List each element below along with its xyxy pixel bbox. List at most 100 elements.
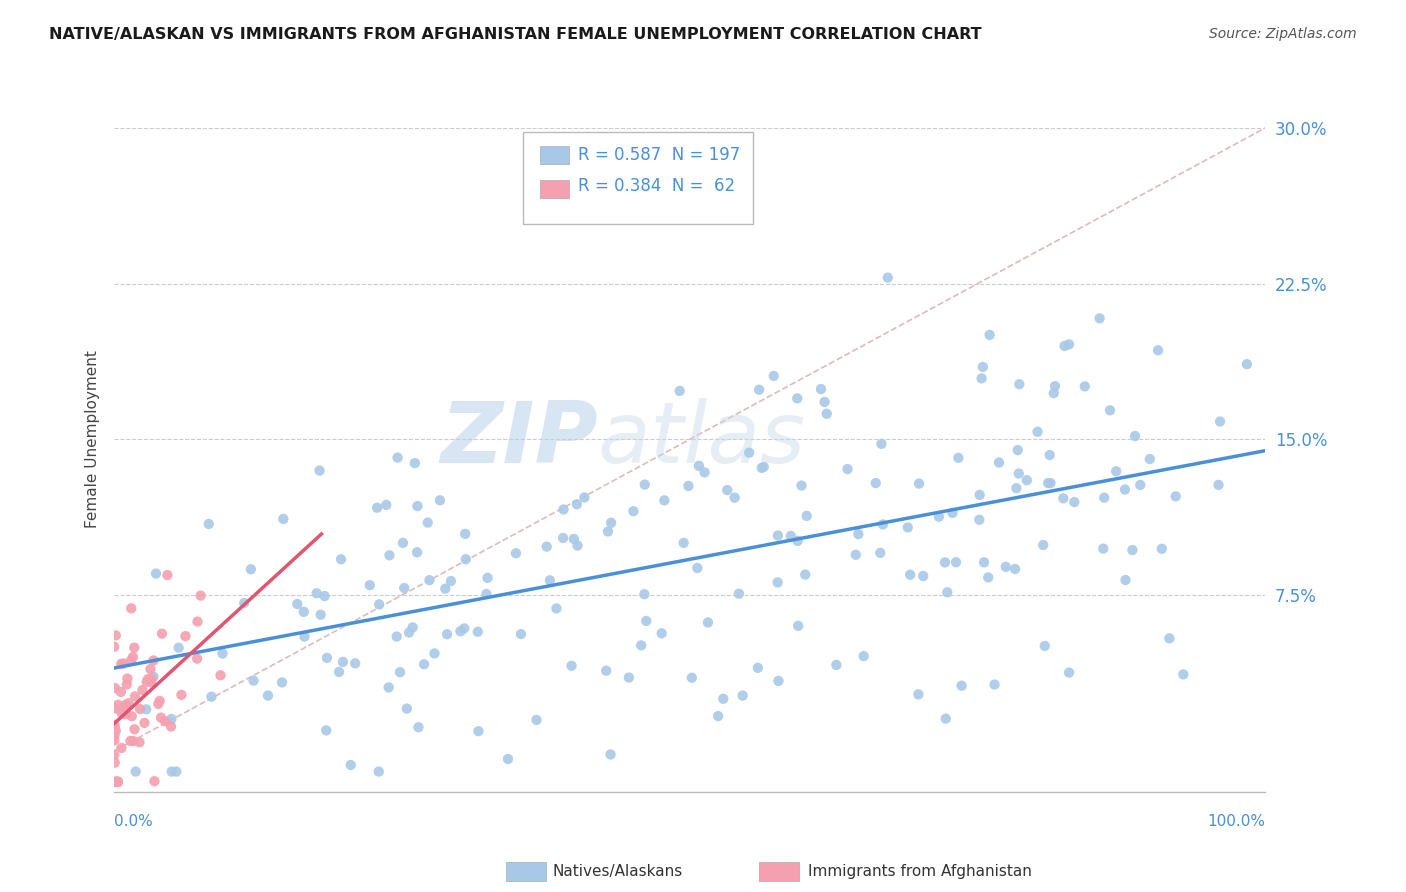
Point (636, 614, 658, 628)
Point (120, 601, 142, 615)
Point (510, 627, 533, 641)
Point (716, 483, 738, 497)
Point (136, 672, 159, 686)
Point (623, 504, 645, 518)
Point (751, 461, 773, 475)
Point (979, 327, 1001, 342)
Point (897, 520, 920, 534)
Point (567, 539, 589, 553)
Text: Immigrants from Afghanistan: Immigrants from Afghanistan (808, 864, 1032, 879)
Point (395, 701, 418, 715)
Point (103, 728, 125, 742)
Point (796, 508, 818, 523)
Point (825, 657, 848, 672)
Point (1114, 573, 1136, 587)
Point (634, 477, 657, 491)
Point (852, 649, 875, 664)
Point (142, 653, 165, 667)
Point (359, 578, 381, 592)
Point (898, 567, 921, 582)
Point (738, 445, 761, 459)
Point (368, 598, 391, 612)
Point (1008, 377, 1031, 392)
Point (454, 552, 477, 566)
Point (972, 359, 994, 374)
Point (1088, 311, 1111, 326)
Point (120, 653, 142, 667)
Text: 100.0%: 100.0% (1208, 814, 1265, 829)
Point (668, 384, 690, 398)
Point (538, 574, 561, 588)
Point (170, 688, 193, 702)
Point (810, 382, 832, 396)
Point (197, 516, 219, 531)
Point (973, 555, 995, 569)
Point (752, 459, 775, 474)
Point (630, 638, 652, 652)
Point (406, 499, 429, 513)
Point (1026, 425, 1049, 439)
Point (794, 567, 817, 582)
Point (546, 601, 568, 615)
Point (134, 715, 156, 730)
Text: ZIP: ZIP (440, 398, 598, 481)
Point (153, 714, 176, 728)
Point (366, 500, 388, 515)
Point (786, 392, 808, 406)
Point (129, 702, 152, 716)
Point (112, 701, 135, 715)
Point (385, 630, 408, 644)
Point (436, 627, 458, 641)
Point (211, 647, 233, 661)
Point (561, 658, 583, 673)
Text: R = 0.587  N = 197: R = 0.587 N = 197 (578, 145, 741, 164)
Point (565, 497, 588, 511)
Point (418, 573, 440, 587)
Point (766, 528, 789, 542)
Point (912, 569, 935, 583)
Point (242, 673, 264, 688)
Point (139, 675, 162, 690)
Point (112, 657, 135, 671)
Point (553, 531, 575, 545)
Point (115, 698, 138, 712)
Point (142, 670, 165, 684)
Point (398, 625, 420, 640)
Point (1150, 541, 1173, 556)
Point (633, 587, 655, 601)
Point (156, 568, 179, 582)
Point (505, 546, 527, 560)
Point (1074, 379, 1097, 393)
Point (467, 624, 489, 639)
Point (1147, 343, 1170, 358)
Point (104, 775, 127, 789)
Point (872, 517, 894, 532)
Point (1208, 478, 1230, 492)
Point (160, 764, 183, 779)
Point (1057, 337, 1080, 351)
Point (135, 674, 157, 689)
Point (724, 491, 747, 505)
Point (1105, 464, 1128, 478)
Text: atlas: atlas (598, 398, 806, 481)
Point (316, 651, 339, 665)
Point (1043, 379, 1066, 393)
Point (174, 629, 197, 643)
Point (815, 407, 838, 421)
Point (876, 270, 898, 285)
Point (994, 559, 1017, 574)
Point (711, 691, 734, 706)
Point (429, 493, 451, 508)
Point (141, 672, 163, 686)
Point (1129, 478, 1152, 492)
Point (413, 657, 436, 672)
Point (686, 561, 709, 575)
Point (1114, 483, 1136, 497)
Point (467, 724, 489, 739)
Point (139, 662, 162, 676)
Point (688, 458, 710, 473)
Text: Source: ZipAtlas.com: Source: ZipAtlas.com (1209, 27, 1357, 41)
Point (388, 665, 411, 680)
Point (150, 626, 173, 640)
Point (328, 665, 350, 679)
